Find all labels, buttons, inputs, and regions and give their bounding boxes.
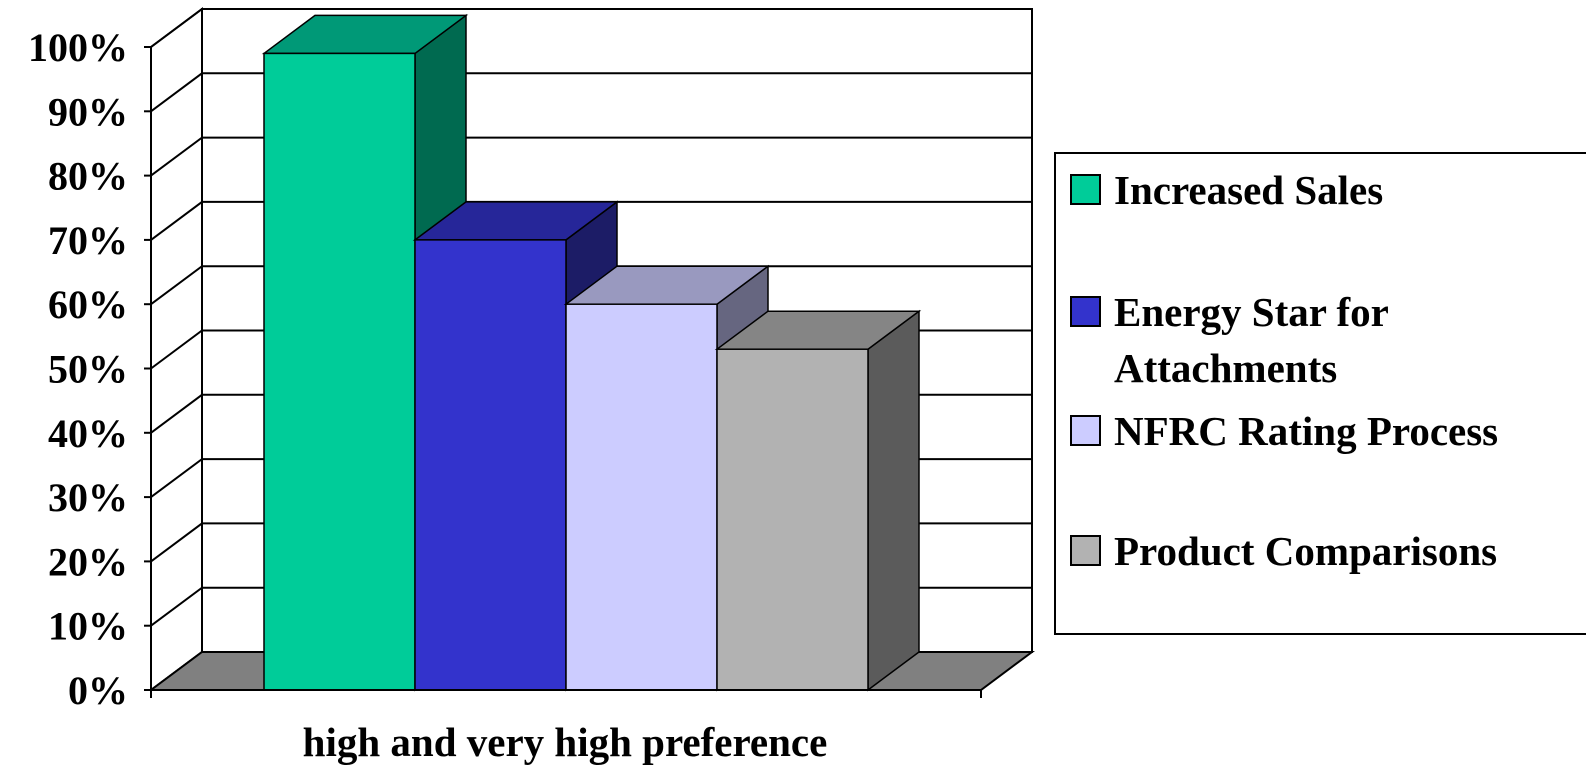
legend-label: Attachments [1114,345,1337,391]
y-tick-label: 60% [48,282,128,327]
y-tick-label: 40% [48,411,128,456]
x-axis-label: high and very high preference [303,719,828,765]
legend-swatch [1070,174,1101,205]
gridline [150,136,1032,177]
legend-label: NFRC Rating Process [1114,408,1498,454]
gridline [150,8,1032,48]
legend-swatch [1070,535,1101,566]
y-tick-label: 0% [68,668,128,713]
legend-item: NFRC Rating Process [1070,408,1498,454]
legend-swatch [1070,296,1101,327]
y-tick-label: 100% [28,25,128,70]
legend-item: Increased Sales [1070,167,1383,213]
bar-product-comparisons [714,309,922,692]
legend-item: Product Comparisons [1070,528,1497,574]
y-tick-label: 90% [48,89,128,134]
y-tick-label: 20% [48,539,128,584]
legend-swatch [1070,415,1101,446]
y-tick-label: 70% [48,218,128,263]
y-tick-label: 30% [48,475,128,520]
legend: Increased Sales Energy Star for Attachment… [1054,152,1586,635]
legend-item: Energy Star for Attachments [1070,289,1389,391]
bar-front [263,52,416,691]
chart-bars [261,13,922,692]
legend-label: Increased Sales [1114,167,1383,213]
bar-side [867,309,920,692]
gridline [150,72,1032,113]
y-tick-label: 50% [48,347,128,392]
y-tick-label: 80% [48,154,128,199]
legend-box [1054,152,1586,635]
gridline [150,200,1032,241]
y-tick-label: 10% [48,604,128,649]
legend-label: Product Comparisons [1114,528,1497,574]
bar-front [565,303,718,691]
bar-front [414,239,567,691]
y-axis: 0% 10% 20% 30% 40% 50% 60% 70% 80% 90% 100% [28,25,982,713]
legend-label: Energy Star for [1114,289,1389,335]
bar-front [716,348,869,691]
